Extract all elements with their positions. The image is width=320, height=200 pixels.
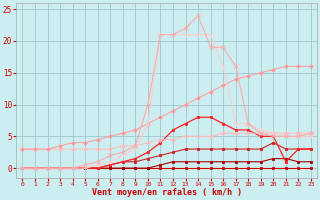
X-axis label: Vent moyen/en rafales ( km/h ): Vent moyen/en rafales ( km/h ): [92, 188, 242, 197]
